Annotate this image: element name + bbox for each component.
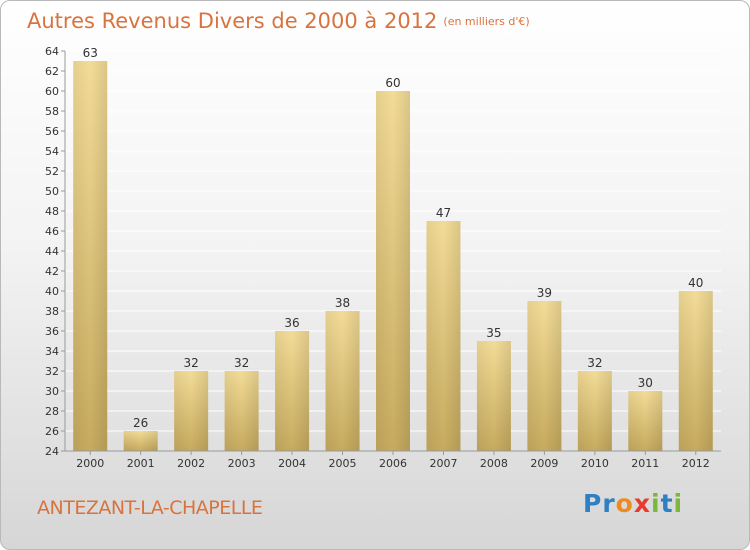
y-tick-label: 52 <box>45 165 59 178</box>
bar-shade-2009 <box>527 301 562 451</box>
y-tick-label: 48 <box>45 205 59 218</box>
x-tick-label-2001: 2001 <box>127 457 155 470</box>
y-tick-label: 34 <box>45 345 59 358</box>
y-tick-label: 60 <box>45 85 59 98</box>
place-name: ANTEZANT-LA-CHAPELLE <box>37 497 263 519</box>
data-label-2012: 40 <box>688 276 703 290</box>
x-tick-label-2000: 2000 <box>76 457 104 470</box>
data-label-2007: 47 <box>436 206 451 220</box>
y-tick-label: 54 <box>45 145 59 158</box>
logo-letter: x <box>633 489 651 518</box>
y-tick-label: 26 <box>45 425 59 438</box>
data-labels: 63 26 32 32 36 38 60 47 35 39 32 30 40 <box>83 46 704 430</box>
chart-title: Autres Revenus Divers de 2000 à 2012 (en … <box>27 9 530 33</box>
y-tick-label: 32 <box>45 365 59 378</box>
bar-shade-2011 <box>628 391 663 451</box>
bar-shade-2007 <box>426 221 461 451</box>
data-label-2008: 35 <box>486 326 501 340</box>
y-tick-label: 44 <box>45 245 59 258</box>
logo-letter: i <box>651 489 661 518</box>
logo-letter: o <box>615 489 634 518</box>
y-tick-label: 28 <box>45 405 59 418</box>
x-tick-label-2004: 2004 <box>278 457 306 470</box>
axes: 24 26 28 30 32 34 36 38 40 42 44 46 48 50 52 54 56 58 60 62… <box>45 45 721 470</box>
x-tick-label-2010: 2010 <box>581 457 609 470</box>
data-label-2003: 32 <box>234 356 249 370</box>
x-tick-label-2002: 2002 <box>177 457 205 470</box>
y-tick-label: 50 <box>45 185 59 198</box>
y-tick-label: 58 <box>45 105 59 118</box>
chart-title-text: Autres Revenus Divers de 2000 à 2012 <box>27 9 438 33</box>
x-tick-label-2009: 2009 <box>530 457 558 470</box>
bar-shade-2000 <box>73 61 108 451</box>
data-label-2010: 32 <box>587 356 602 370</box>
bar-shade-2012 <box>678 291 713 451</box>
logo-letter: t <box>660 489 674 518</box>
y-tick-label: 30 <box>45 385 59 398</box>
logo-letter: r <box>602 489 616 518</box>
y-tick-label: 42 <box>45 265 59 278</box>
bar-shade-2006 <box>376 91 410 451</box>
data-label-2006: 60 <box>385 76 400 90</box>
y-tick-label: 38 <box>45 305 59 318</box>
y-tick-label: 40 <box>45 285 59 298</box>
data-label-2005: 38 <box>335 296 350 310</box>
bar-shade-2005 <box>325 311 360 451</box>
data-label-2001: 26 <box>133 416 148 430</box>
y-tick-label: 24 <box>45 445 59 458</box>
y-tick-label: 56 <box>45 125 59 138</box>
data-label-2009: 39 <box>537 286 552 300</box>
x-tick-label-2006: 2006 <box>379 457 407 470</box>
chart-unit-note: (en milliers d'€) <box>443 15 530 28</box>
logo-letter: i <box>673 489 684 518</box>
x-tick-label-2003: 2003 <box>228 457 256 470</box>
x-tick-label-2005: 2005 <box>329 457 357 470</box>
y-tick-label: 36 <box>45 325 59 338</box>
logo-letter: P <box>583 489 603 518</box>
bar-shade-2001 <box>123 431 158 451</box>
bar-shade-2010 <box>577 371 612 451</box>
bar-shade-2003 <box>224 371 259 451</box>
y-tick-label: 64 <box>45 45 59 58</box>
proxiti-logo[interactable]: Proxiti <box>583 489 683 518</box>
data-label-2002: 32 <box>184 356 199 370</box>
y-tick-label: 46 <box>45 225 59 238</box>
bar-shade-2004 <box>275 331 310 451</box>
x-tick-label-2008: 2008 <box>480 457 508 470</box>
data-label-2000: 63 <box>83 46 98 60</box>
x-tick-label-2007: 2007 <box>429 457 457 470</box>
bars <box>73 61 713 451</box>
x-tick-label-2011: 2011 <box>631 457 659 470</box>
y-tick-label: 62 <box>45 65 59 78</box>
x-tick-label-2012: 2012 <box>682 457 710 470</box>
data-label-2011: 30 <box>638 376 653 390</box>
bar-shade-2002 <box>174 371 209 451</box>
data-label-2004: 36 <box>284 316 299 330</box>
bar-shade-2008 <box>476 341 511 451</box>
